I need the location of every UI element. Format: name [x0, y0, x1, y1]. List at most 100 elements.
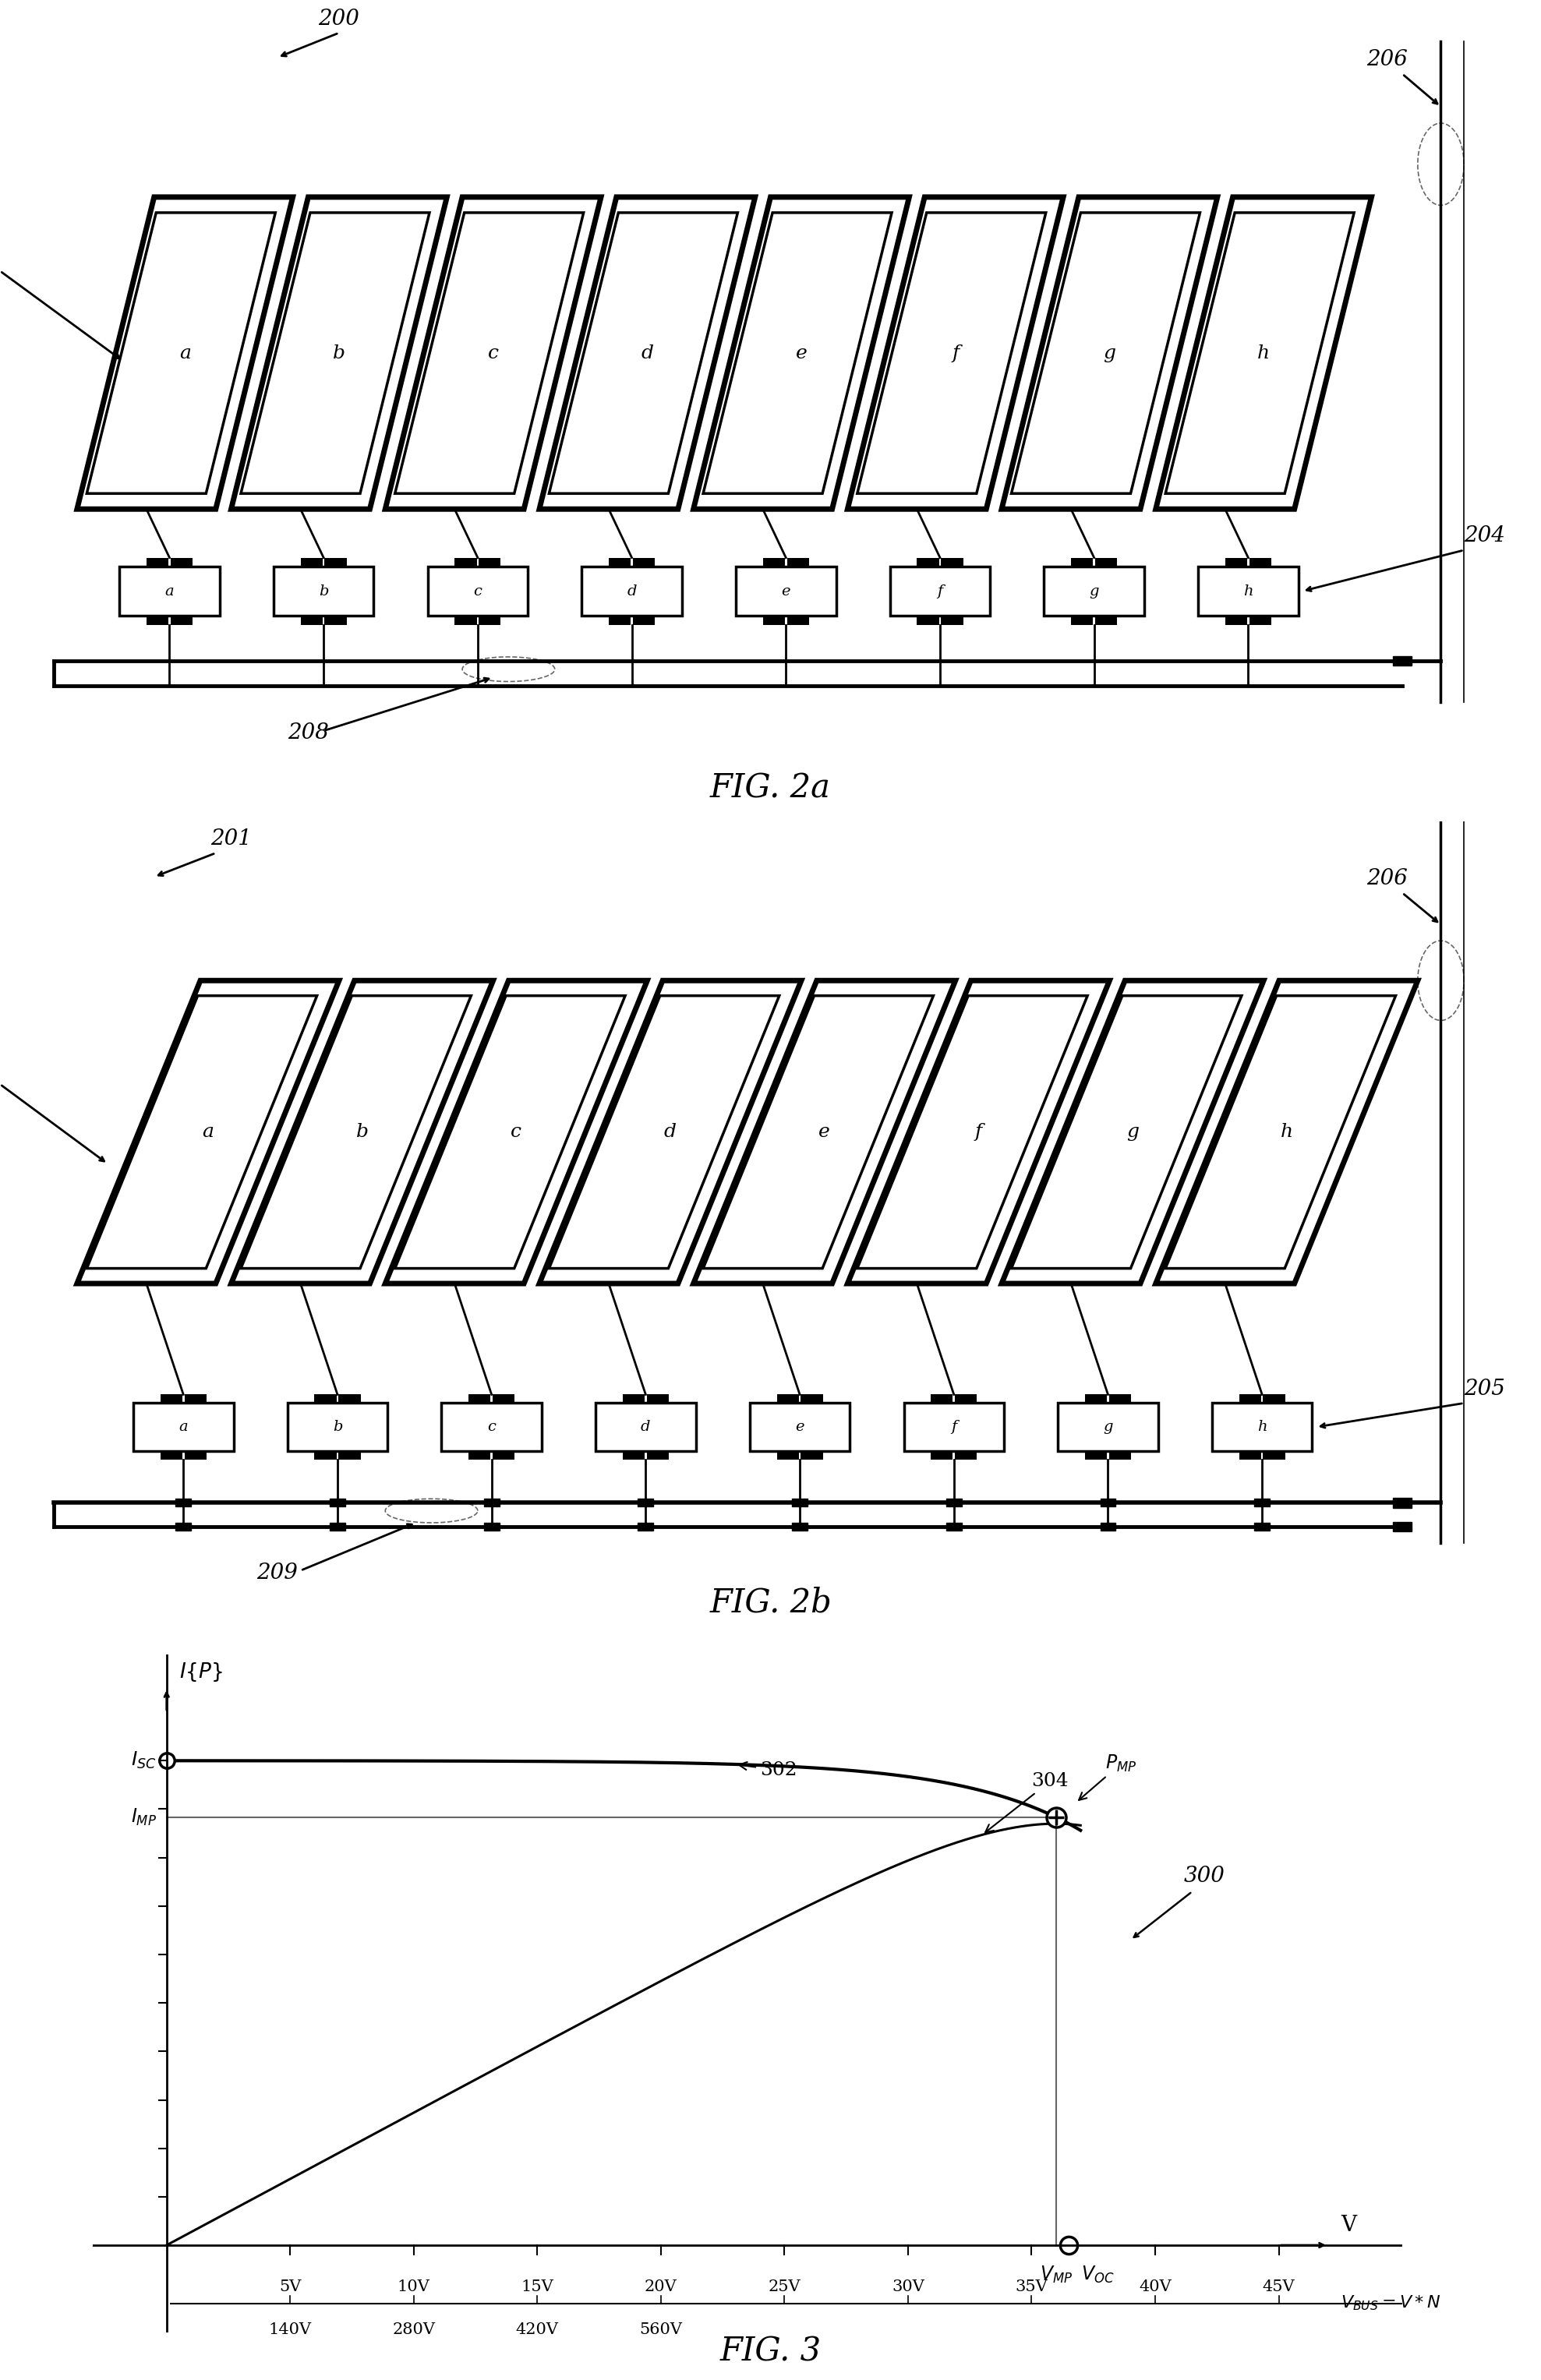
- Bar: [931, 1395, 952, 1404]
- Bar: [787, 557, 809, 566]
- Text: V: V: [1341, 2213, 1356, 2235]
- Bar: [146, 557, 168, 566]
- Bar: [1096, 616, 1117, 624]
- Polygon shape: [1156, 198, 1371, 509]
- Bar: [314, 1395, 336, 1404]
- Bar: [931, 1452, 952, 1459]
- Bar: [1254, 1523, 1270, 1530]
- Bar: [763, 616, 784, 624]
- Text: $V_{BUS}=V*N$: $V_{BUS}=V*N$: [1341, 2294, 1441, 2313]
- Text: 20V: 20V: [644, 2280, 676, 2294]
- Bar: [801, 1452, 823, 1459]
- Bar: [455, 616, 476, 624]
- Text: $V_{MP}$: $V_{MP}$: [1040, 2266, 1073, 2285]
- Text: b: b: [356, 1123, 368, 1140]
- Text: g: g: [1103, 345, 1116, 362]
- Text: 10V: 10V: [398, 2280, 430, 2294]
- Text: a: a: [202, 1123, 214, 1140]
- Bar: [1071, 557, 1093, 566]
- Bar: [171, 557, 193, 566]
- Bar: [955, 1452, 977, 1459]
- Text: g: g: [1103, 1421, 1113, 1435]
- Bar: [1239, 1395, 1261, 1404]
- Bar: [638, 1499, 653, 1507]
- Bar: [274, 566, 374, 616]
- Bar: [1393, 1497, 1412, 1507]
- Text: $I_{MP}$: $I_{MP}$: [131, 1806, 157, 1828]
- Polygon shape: [1156, 981, 1418, 1283]
- Polygon shape: [385, 981, 647, 1283]
- Bar: [1264, 1395, 1285, 1404]
- Text: 201: 201: [211, 828, 251, 850]
- Polygon shape: [385, 198, 601, 509]
- Polygon shape: [1002, 981, 1264, 1283]
- Text: f: f: [937, 583, 943, 597]
- Text: e: e: [818, 1123, 831, 1140]
- Text: FIG. 2b: FIG. 2b: [709, 1585, 832, 1618]
- Bar: [623, 1452, 644, 1459]
- Text: h: h: [1257, 1421, 1267, 1435]
- Text: 280V: 280V: [393, 2323, 435, 2337]
- Text: d: d: [641, 1421, 650, 1435]
- Bar: [325, 557, 347, 566]
- Text: 208: 208: [288, 724, 328, 743]
- Bar: [623, 1395, 644, 1404]
- Bar: [777, 1395, 798, 1404]
- Bar: [763, 557, 784, 566]
- Bar: [339, 1395, 361, 1404]
- Bar: [1239, 1452, 1261, 1459]
- Bar: [917, 557, 938, 566]
- Text: e: e: [781, 583, 791, 597]
- Polygon shape: [1002, 198, 1217, 509]
- Bar: [946, 1523, 962, 1530]
- Bar: [300, 616, 322, 624]
- Text: h: h: [1281, 1123, 1293, 1140]
- Text: 204: 204: [1464, 526, 1506, 547]
- Bar: [1393, 1521, 1412, 1530]
- Text: f: f: [952, 345, 959, 362]
- Bar: [1100, 1523, 1116, 1530]
- Text: $I_{SC}$: $I_{SC}$: [131, 1749, 157, 1771]
- Text: h: h: [1257, 345, 1270, 362]
- Text: 25V: 25V: [769, 2280, 801, 2294]
- Text: 5V: 5V: [279, 2280, 300, 2294]
- Text: FIG. 2a: FIG. 2a: [710, 771, 831, 804]
- Text: 35V: 35V: [1016, 2280, 1048, 2294]
- Polygon shape: [231, 198, 447, 509]
- Text: e: e: [795, 345, 807, 362]
- Bar: [185, 1452, 206, 1459]
- Text: c: c: [510, 1123, 522, 1140]
- Text: f: f: [951, 1421, 957, 1435]
- Bar: [1059, 1404, 1159, 1452]
- Bar: [801, 1395, 823, 1404]
- Text: a: a: [179, 345, 191, 362]
- Bar: [595, 1404, 697, 1452]
- Text: d: d: [664, 1123, 676, 1140]
- Bar: [455, 557, 476, 566]
- Bar: [582, 566, 681, 616]
- Text: a: a: [179, 1421, 188, 1435]
- Bar: [942, 557, 963, 566]
- Bar: [1225, 557, 1247, 566]
- Bar: [946, 1499, 962, 1507]
- Bar: [1110, 1452, 1131, 1459]
- Bar: [330, 1523, 345, 1530]
- Bar: [314, 1452, 336, 1459]
- Text: g: g: [1126, 1123, 1139, 1140]
- Bar: [1254, 1499, 1270, 1507]
- Text: $P_{MP}$: $P_{MP}$: [1079, 1754, 1137, 1799]
- Bar: [1264, 1452, 1285, 1459]
- Bar: [891, 566, 989, 616]
- Polygon shape: [539, 981, 801, 1283]
- Bar: [647, 1395, 669, 1404]
- Text: 40V: 40V: [1139, 2280, 1171, 2294]
- Text: d: d: [641, 345, 653, 362]
- Bar: [1085, 1452, 1106, 1459]
- Bar: [1071, 616, 1093, 624]
- Text: f: f: [975, 1123, 982, 1140]
- Bar: [160, 1452, 182, 1459]
- Text: 200: 200: [319, 7, 359, 29]
- Bar: [1110, 1395, 1131, 1404]
- Bar: [787, 616, 809, 624]
- Bar: [146, 616, 168, 624]
